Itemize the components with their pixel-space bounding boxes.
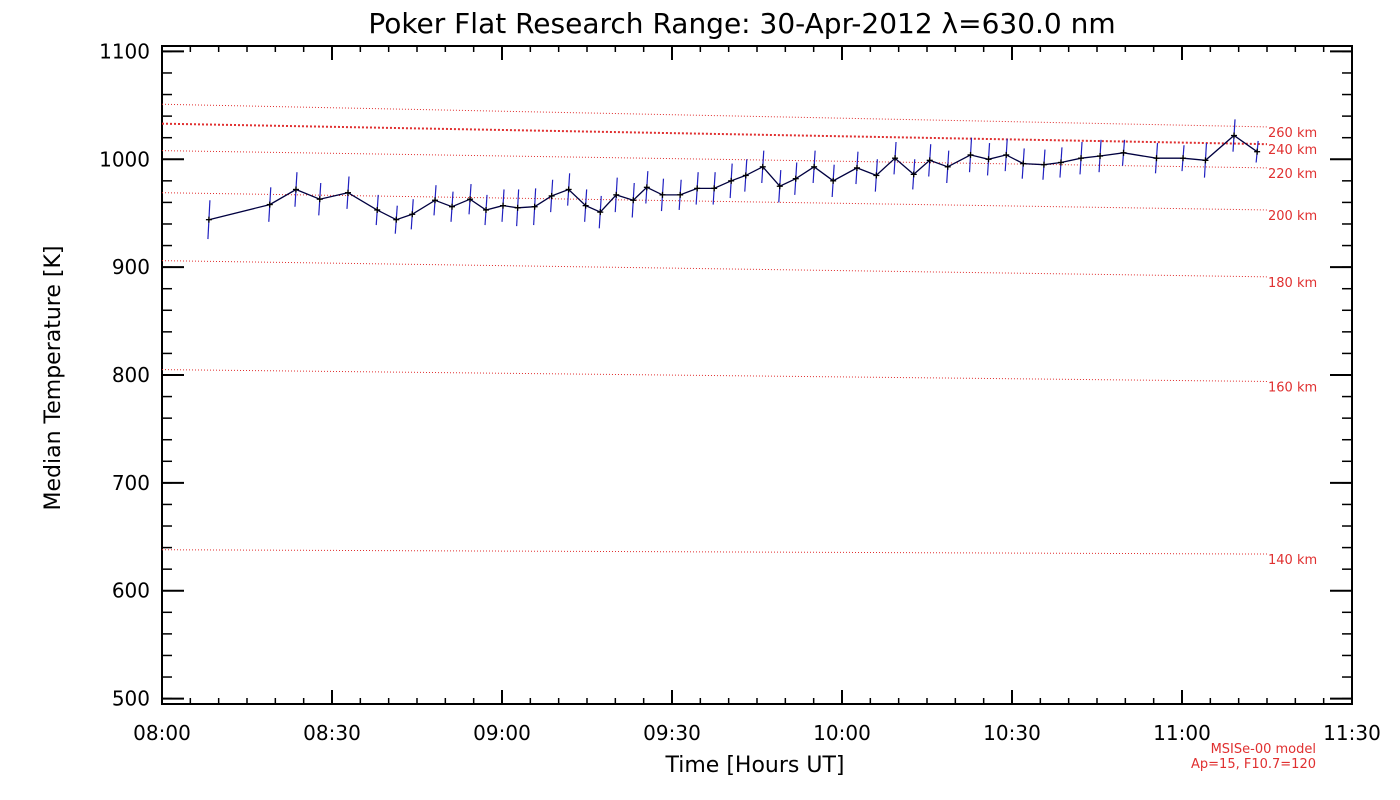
x-tick-label: 11:30 xyxy=(1323,721,1381,745)
data-point xyxy=(374,194,381,226)
data-point xyxy=(409,199,416,230)
model-line-label: 200 km xyxy=(1268,209,1317,224)
data-point xyxy=(483,194,490,226)
model-line-label: 220 km xyxy=(1268,167,1317,182)
data-point xyxy=(514,189,521,227)
data-point xyxy=(316,182,323,216)
model-line-160-km xyxy=(161,369,1268,382)
y-tick-label: 700 xyxy=(112,471,150,495)
data-point xyxy=(742,159,749,192)
y-tick-label: 800 xyxy=(112,363,150,387)
data-point xyxy=(1231,119,1238,152)
data-point xyxy=(292,172,299,207)
data-point xyxy=(1180,145,1187,172)
data-point xyxy=(643,171,650,204)
data-point xyxy=(659,178,666,212)
data-point xyxy=(1057,147,1064,178)
model-line-220-km xyxy=(161,150,1268,169)
model-line-label: 140 km xyxy=(1268,553,1317,568)
series-line xyxy=(208,134,1258,221)
data-point xyxy=(1097,139,1104,173)
x-tick-label: 09:00 xyxy=(473,721,531,745)
data-point xyxy=(1254,140,1261,163)
data-point xyxy=(873,159,880,192)
data-point xyxy=(565,173,572,206)
chart-title: Poker Flat Research Range: 30-Apr-2012 λ… xyxy=(368,7,1115,40)
data-point xyxy=(1078,141,1085,175)
model-line-200-km xyxy=(161,192,1268,211)
data-point xyxy=(449,191,456,222)
x-tick-label: 08:30 xyxy=(303,721,361,745)
model-line-label: 240 km xyxy=(1268,143,1317,158)
plot-frame xyxy=(161,45,1353,705)
temperature-series xyxy=(205,119,1261,240)
x-tick-label: 08:00 xyxy=(133,721,191,745)
data-point xyxy=(910,159,917,190)
data-point xyxy=(582,189,589,222)
data-point xyxy=(944,150,951,184)
y-tick-label: 600 xyxy=(112,579,150,603)
data-point xyxy=(613,177,620,213)
x-tick-label: 09:30 xyxy=(643,721,701,745)
model-line-label: 180 km xyxy=(1268,276,1317,291)
model-note-line-1: MSISe-00 model xyxy=(1211,742,1316,757)
data-point xyxy=(759,150,766,184)
data-point xyxy=(266,187,273,222)
data-point xyxy=(393,205,400,234)
data-point xyxy=(776,170,783,203)
data-point xyxy=(205,200,212,240)
y-axis-label: Median Temperature [K] xyxy=(41,246,66,511)
data-point xyxy=(728,163,735,199)
data-point xyxy=(694,172,701,205)
data-point xyxy=(811,150,818,184)
data-point xyxy=(830,164,837,198)
data-point xyxy=(1153,143,1160,174)
data-point xyxy=(1020,148,1027,179)
y-tick-label: 500 xyxy=(112,687,150,711)
model-line-label: 260 km xyxy=(1268,126,1317,141)
model-note-line-2: Ap=15, F10.7=120 xyxy=(1191,757,1316,772)
model-line-140-km xyxy=(161,549,1268,555)
data-point xyxy=(892,141,899,175)
data-point xyxy=(531,188,538,226)
data-point xyxy=(467,184,474,215)
data-point xyxy=(853,151,860,185)
data-point xyxy=(1120,139,1127,166)
data-point xyxy=(985,143,992,176)
model-line-180-km xyxy=(161,260,1268,278)
y-tick-label: 1000 xyxy=(99,147,150,171)
data-point xyxy=(1003,138,1010,172)
data-point xyxy=(630,182,637,218)
data-point xyxy=(597,195,604,229)
model-lines: 140 km 160 km 180 km 200 km 220 km 240 km 260 … xyxy=(161,103,1317,568)
data-point xyxy=(926,144,933,177)
data-point xyxy=(432,185,439,216)
x-tick-label: 10:30 xyxy=(983,721,1041,745)
data-point xyxy=(677,179,684,211)
data-point xyxy=(967,137,974,173)
axis-ticks: 08:00 08:30 09:00 09:30 10:00 10:30 11:00 11:30… xyxy=(99,39,1381,745)
y-tick-label: 900 xyxy=(112,255,150,279)
x-tick-label: 11:00 xyxy=(1153,721,1211,745)
data-point xyxy=(792,162,799,195)
data-point xyxy=(711,172,718,205)
data-point xyxy=(1202,143,1209,178)
x-tick-label: 10:00 xyxy=(813,721,871,745)
x-axis-label: Time [Hours UT] xyxy=(665,753,845,778)
model-line-label: 160 km xyxy=(1268,380,1317,395)
data-point xyxy=(548,179,555,213)
data-point xyxy=(1040,149,1047,180)
y-tick-label: 1100 xyxy=(99,39,150,63)
data-point xyxy=(500,189,507,222)
model-line-260-km xyxy=(161,103,1268,128)
data-point xyxy=(344,176,351,209)
model-line-240-km xyxy=(161,122,1268,146)
